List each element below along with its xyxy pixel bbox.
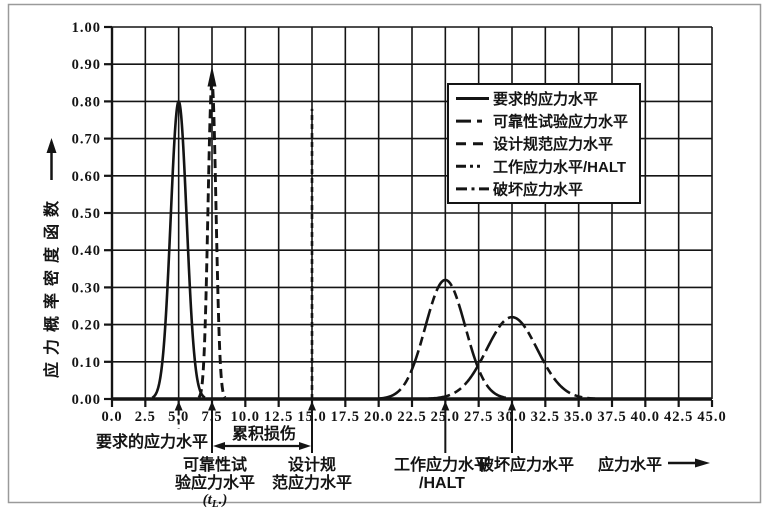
- x-tick-label: 0.0: [101, 409, 122, 425]
- y-tick-label: 0.70: [72, 132, 101, 148]
- legend-item-label: 要求的应力水平: [493, 90, 598, 108]
- curve: [428, 315, 596, 400]
- x-tick-label: 37.5: [597, 409, 626, 425]
- y-tick-label: 0.50: [72, 206, 101, 222]
- legend-item-label: 设计规范应力水平: [493, 135, 613, 153]
- annotation-label: 设计规: [288, 455, 336, 474]
- legend-item-label: 工作应力水平/HALT: [493, 158, 626, 176]
- y-tick-label: 0.20: [72, 318, 101, 334]
- x-tick-label: 20.0: [364, 409, 393, 425]
- y-tick-label: 0.00: [72, 392, 101, 408]
- curve-peak-arrow-icon: [207, 66, 217, 87]
- y-tick-label: 1.00: [72, 20, 101, 36]
- annotation-label: /HALT: [419, 475, 465, 492]
- curve: [379, 278, 512, 400]
- annotation-label-subscript: (tL.): [203, 492, 228, 510]
- x-axis-title-group: 应力水平: [598, 455, 710, 474]
- x-tick-label: 2.5: [135, 409, 156, 425]
- arrow-left-icon: [213, 442, 225, 450]
- legend-item-label: 破坏应力水平: [493, 180, 583, 198]
- annotation-label: 工作应力水平: [394, 455, 490, 474]
- y-tick-label: 0.30: [72, 280, 101, 296]
- annotation-label: 可靠性试: [183, 455, 247, 474]
- x-tick-label: 10.0: [231, 409, 260, 425]
- y-tick-label: 0.40: [72, 243, 101, 259]
- arrow-right-icon: [299, 442, 311, 450]
- y-axis-title-group: 应力概率密度函数: [42, 138, 61, 378]
- x-tick-label: 27.5: [464, 409, 493, 425]
- x-tick-label: 5.0: [168, 409, 189, 425]
- curves: [151, 66, 596, 400]
- annotation-label: 要求的应力水平: [96, 432, 208, 451]
- x-tick-label: 45.0: [697, 409, 726, 425]
- x-tick-label: 22.5: [397, 409, 426, 425]
- legend-item-label: 可靠性试验应力水平: [493, 113, 628, 131]
- y-tick-label: 0.60: [72, 169, 101, 185]
- annotation-label: 破坏应力水平: [478, 455, 574, 474]
- x-axis-title: 应力水平: [598, 455, 662, 474]
- annotation-label: 累积损伤: [232, 424, 296, 443]
- y-axis-title: 应力概率密度函数: [42, 194, 61, 378]
- x-tick-label: 35.0: [564, 409, 593, 425]
- x-tick-label: 17.5: [331, 409, 360, 425]
- marker-arrow-up-icon: [508, 401, 516, 411]
- y-tick-label: 0.10: [72, 355, 101, 371]
- x-tick-label: 42.5: [664, 409, 693, 425]
- marker-arrow-up-icon: [174, 401, 183, 411]
- y-tick-labels: 0.00 0.10 0.20 0.30 0.40 0.50 0.60 0.70 0.80 0.90…: [72, 20, 101, 408]
- marker-arrow-up-icon: [441, 401, 450, 411]
- x-tick-label: 32.5: [531, 409, 560, 425]
- marker-arrow-up-icon: [208, 401, 216, 411]
- curve: [151, 99, 206, 399]
- marker-arrow-up-icon: [308, 401, 316, 411]
- y-axis-arrow-icon: [46, 138, 57, 153]
- figure-border: [7, 3, 762, 504]
- x-axis-arrow-icon: [695, 458, 710, 468]
- annotation-label: 范应力水平: [272, 473, 352, 492]
- y-tick-label: 0.90: [72, 57, 101, 73]
- x-tick-label: 40.0: [631, 409, 660, 425]
- y-tick-label: 0.80: [72, 94, 101, 110]
- x-tick-label: 12.5: [264, 409, 293, 425]
- annotation-label: 验应力水平: [175, 473, 255, 492]
- y-ticks: [104, 25, 112, 401]
